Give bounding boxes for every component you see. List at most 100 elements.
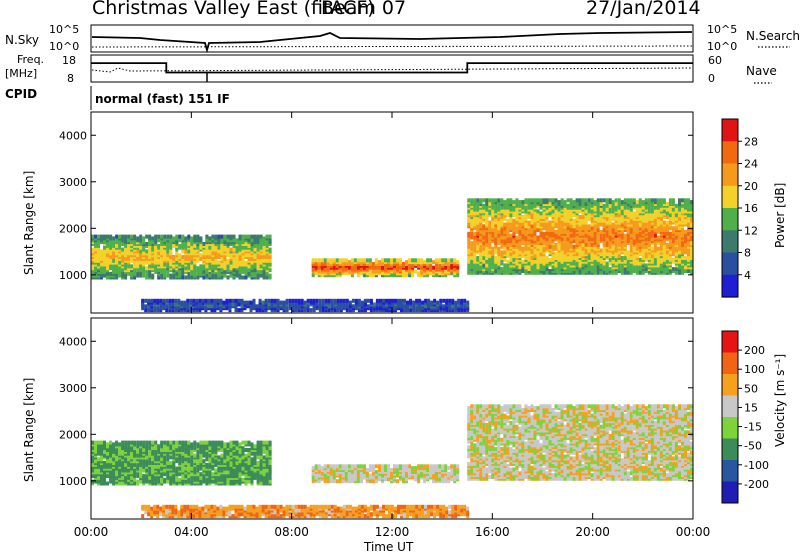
echo-cell xyxy=(243,300,247,305)
nave-label: Nave xyxy=(746,64,777,78)
echo-cell xyxy=(650,202,654,206)
echo-cell xyxy=(656,246,660,251)
echo-cell xyxy=(324,298,328,303)
echo-cell xyxy=(509,257,513,262)
echo-cell xyxy=(521,246,525,251)
echo-cell xyxy=(665,265,669,270)
echo-cell xyxy=(142,474,146,479)
echo-cell xyxy=(439,298,443,303)
echo-cell xyxy=(327,304,331,309)
echo-cell xyxy=(214,264,218,269)
echo-cell xyxy=(503,216,507,221)
echo-region-midday-band xyxy=(311,258,460,278)
echo-cell xyxy=(121,256,125,261)
echo-cell xyxy=(542,198,546,203)
echo-cell xyxy=(626,261,630,266)
echo-cell xyxy=(545,256,549,260)
echo-cell xyxy=(109,271,113,276)
echo-cell xyxy=(575,256,579,260)
echo-cell xyxy=(326,258,330,263)
echo-cell xyxy=(503,222,507,227)
echo-cell xyxy=(118,451,122,456)
echo-cell xyxy=(572,231,576,236)
echo-cell xyxy=(635,265,639,270)
echo-cell xyxy=(187,273,191,278)
echo-cell xyxy=(551,228,555,232)
echo-cell xyxy=(330,298,334,303)
echo-cell xyxy=(524,207,528,212)
echo-cell xyxy=(572,261,576,266)
echo-cell xyxy=(204,298,208,303)
echo-cell xyxy=(473,256,477,260)
echo-cell xyxy=(491,246,495,251)
echo-cell xyxy=(488,220,492,225)
echo-cell xyxy=(521,228,525,232)
echo-cell xyxy=(684,256,687,260)
echo-cell xyxy=(473,265,477,270)
echo-cell xyxy=(506,198,510,203)
echo-cell xyxy=(539,267,543,272)
echo-cell xyxy=(327,298,331,303)
echo-cell xyxy=(578,198,582,203)
echo-cell xyxy=(662,220,666,225)
echo-cell xyxy=(100,253,103,258)
echo-cell xyxy=(617,267,621,272)
echo-cell xyxy=(575,261,579,266)
echo-cell xyxy=(240,304,244,309)
echo-cell xyxy=(435,267,439,272)
colorbar-tick-label: 24 xyxy=(744,158,758,171)
echo-cell xyxy=(100,440,103,445)
echo-cell xyxy=(448,298,452,303)
echo-cell xyxy=(671,202,675,206)
echo-cell xyxy=(470,241,474,246)
echo-cell xyxy=(506,226,510,231)
echo-cell xyxy=(387,269,390,274)
echo-cell xyxy=(439,302,443,307)
echo-cell xyxy=(656,270,660,275)
echo-cell xyxy=(415,298,419,303)
echo-cell xyxy=(602,211,606,216)
nsky-tick-bottom: 10^0 xyxy=(49,40,79,53)
echo-cell xyxy=(530,256,534,260)
echo-cell xyxy=(353,258,357,263)
echo-cell xyxy=(208,266,212,271)
echo-cell xyxy=(596,213,600,218)
echo-cell xyxy=(288,302,292,307)
echo-cell xyxy=(470,224,474,229)
echo-cell xyxy=(587,246,591,251)
echo-cell xyxy=(353,267,357,272)
echo-cell xyxy=(130,234,134,239)
echo-cell xyxy=(581,263,585,268)
nsky-tick-top: 10^5 xyxy=(49,23,79,36)
echo-cell xyxy=(382,298,385,303)
echo-cell xyxy=(217,245,221,250)
echo-cell xyxy=(581,250,585,255)
colorbar-segment xyxy=(722,230,738,254)
echo-cell xyxy=(497,205,501,210)
echo-cell xyxy=(557,216,561,221)
echo-cell xyxy=(584,250,588,255)
echo-cell xyxy=(103,255,106,259)
echo-cell xyxy=(482,256,486,260)
echo-cell xyxy=(530,218,534,223)
echo-cell xyxy=(226,234,230,239)
echo-cell xyxy=(100,451,103,456)
echo-cell xyxy=(154,264,158,269)
ytick-label: 2000 xyxy=(59,222,87,235)
echo-cell xyxy=(611,270,615,275)
echo-cell xyxy=(659,226,663,231)
echo-cell xyxy=(605,207,609,212)
echo-cell xyxy=(320,262,324,266)
echo-cell xyxy=(524,241,528,246)
echo-cell xyxy=(521,269,525,273)
echo-cell xyxy=(142,273,146,278)
echo-cell xyxy=(256,247,260,252)
echo-cell xyxy=(183,300,187,305)
echo-cell xyxy=(103,449,106,454)
echo-cell xyxy=(473,202,477,206)
echo-cell xyxy=(581,198,585,203)
echo-cell xyxy=(497,198,501,203)
echo-cell xyxy=(300,298,304,303)
echo-cell xyxy=(145,260,149,265)
echo-cell xyxy=(681,203,684,208)
